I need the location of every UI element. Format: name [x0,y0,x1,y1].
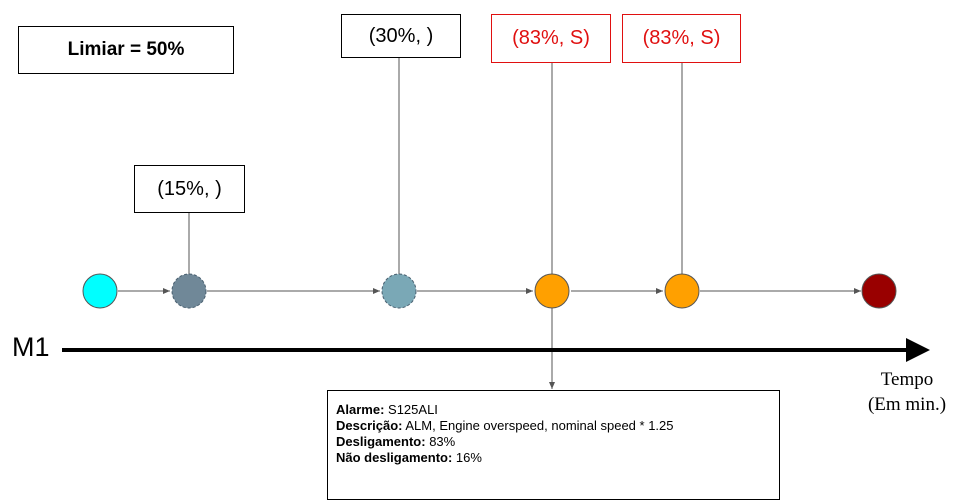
node-event-83-b [664,273,700,309]
node-event-15 [171,273,207,309]
event-label-15: (15%, ) [134,165,245,213]
info-description: Descrição: ALM, Engine overspeed, nomina… [336,418,674,433]
event-label-text: (83%, S) [642,27,721,49]
timeline-label: M1 [12,332,50,362]
node-event-30 [381,273,417,309]
event-label-30: (30%, ) [341,14,461,58]
event-label-text: (30%, ) [368,24,434,47]
info-alarm: Alarme: S125ALI [336,402,438,417]
axis-title-line1: Tempo [880,369,934,390]
event-label-text: (15%, ) [157,177,222,200]
node-event-83-a [534,273,570,309]
event-label-83-a: (83%, S) [491,14,611,63]
event-label-text: (83%, S) [512,27,590,49]
event-label-83-b: (83%, S) [622,14,741,63]
info-no-shutdown: Não desligamento: 16% [336,450,482,465]
threshold-label: Limiar = 50% [67,39,185,60]
node-start [82,273,118,309]
timeline-diagram [62,57,930,389]
info-shutdown: Desligamento: 83% [336,434,456,449]
axis-title: Tempo (Em min.) [842,367,959,417]
node-end [861,273,897,309]
axis-title-line2: (Em min.) [867,394,947,415]
alarm-info-box: Alarme: S125ALI Descrição: ALM, Engine o… [327,390,780,500]
threshold-box: Limiar = 50% [18,26,234,74]
